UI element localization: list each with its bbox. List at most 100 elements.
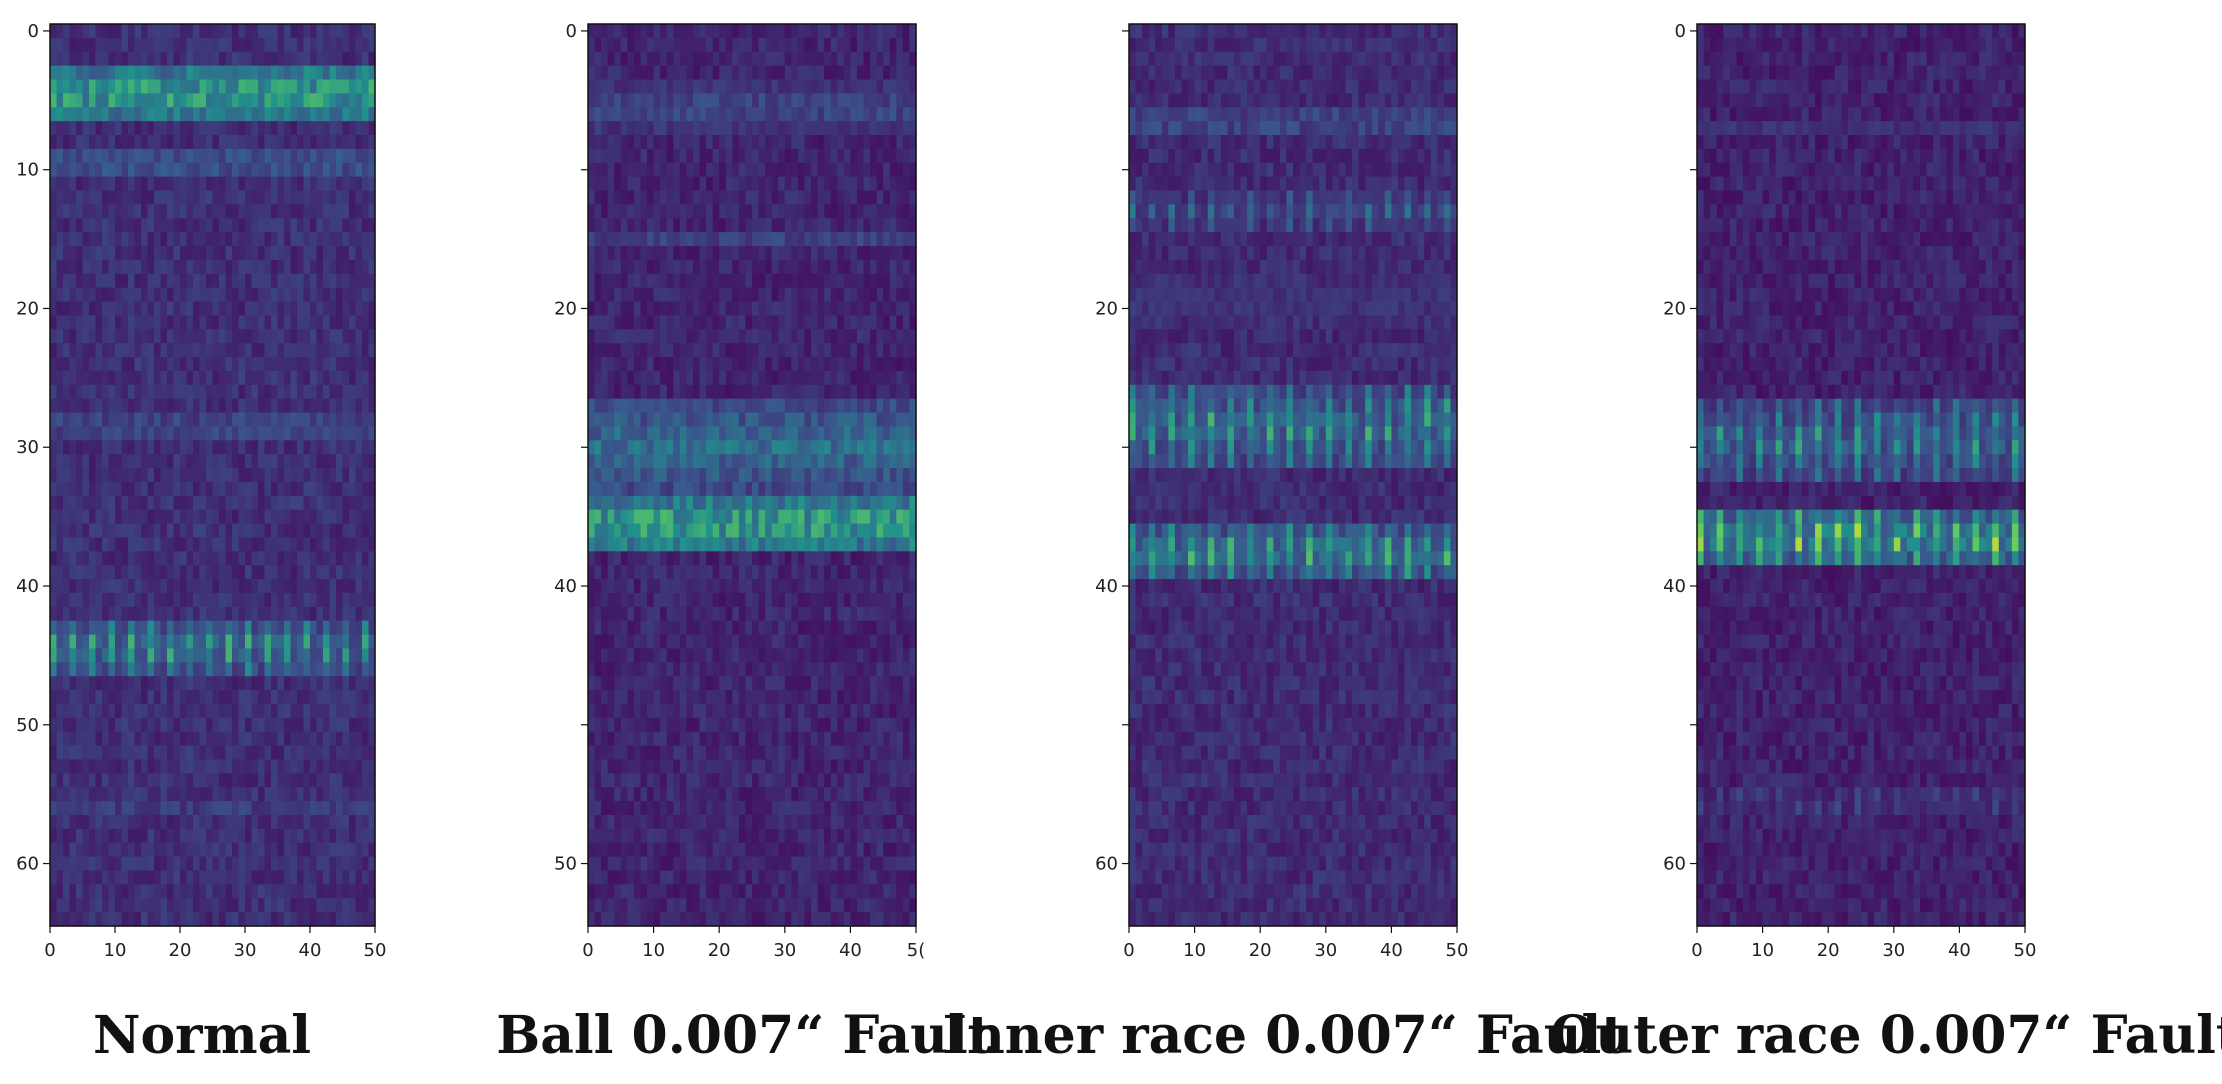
heatmap-cell — [594, 301, 602, 317]
heatmap-cell — [264, 246, 272, 261]
heatmap-cell — [186, 121, 194, 136]
heatmap-cell — [883, 273, 891, 289]
heatmap-cell — [115, 329, 123, 344]
heatmap-cell — [712, 454, 720, 469]
heatmap-cell — [316, 232, 324, 247]
heatmap-cell — [889, 398, 897, 414]
heatmap-cell — [160, 301, 168, 317]
heatmap-cell — [889, 148, 897, 164]
heatmap-cell — [633, 329, 642, 344]
heatmap-cell — [271, 370, 279, 386]
heatmap-cell — [706, 135, 714, 150]
heatmap-cell — [824, 176, 832, 192]
heatmap-cell — [271, 634, 279, 650]
heatmap-cell — [830, 190, 838, 205]
heatmap-cell — [89, 717, 97, 733]
heatmap-cell — [627, 93, 635, 108]
heatmap-cell — [889, 24, 897, 39]
heatmap-cell — [232, 690, 240, 705]
heatmap-cell — [614, 232, 622, 247]
heatmap-cell — [738, 218, 747, 233]
heatmap-cell — [69, 634, 77, 650]
heatmap-cell — [686, 93, 694, 108]
heatmap-cell — [284, 204, 292, 219]
heatmap-cell — [121, 135, 129, 150]
heatmap-cell — [258, 107, 266, 122]
heatmap-cell — [232, 412, 240, 428]
heatmap-cell — [719, 162, 727, 178]
heatmap-cell — [238, 523, 246, 539]
heatmap-cell — [673, 412, 681, 428]
heatmap-cell — [238, 301, 246, 317]
heatmap-cell — [251, 218, 259, 233]
heatmap-cell — [56, 745, 64, 761]
heatmap-cell — [219, 592, 227, 608]
heatmap-cell — [264, 898, 272, 913]
heatmap-cell — [154, 565, 162, 580]
heatmap-cell — [765, 357, 773, 372]
heatmap-cell — [56, 814, 64, 830]
heatmap-cell — [95, 842, 103, 858]
heatmap-cell — [290, 329, 298, 344]
heatmap-cell — [362, 440, 370, 455]
heatmap-cell — [310, 773, 318, 788]
heatmap-cell — [588, 24, 596, 39]
heatmap-cell — [303, 814, 311, 830]
heatmap-cell — [108, 398, 116, 414]
heatmap-cell — [63, 65, 71, 81]
heatmap-cell — [82, 176, 90, 192]
heatmap-cell — [349, 814, 357, 830]
heatmap-cell — [284, 801, 292, 816]
heatmap-cell — [725, 51, 733, 67]
heatmap-cell — [850, 357, 858, 372]
heatmap-cell — [349, 218, 357, 233]
heatmap-cell — [627, 232, 635, 247]
heatmap-cell — [329, 870, 337, 885]
heatmap-cell — [258, 690, 266, 705]
heatmap-cell — [290, 384, 298, 400]
heatmap-cell — [588, 481, 596, 497]
heatmap-cell — [271, 343, 279, 358]
heatmap-cell — [50, 551, 58, 566]
heatmap-cell — [297, 509, 305, 525]
heatmap-cell — [368, 51, 376, 67]
heatmap-cell — [712, 93, 720, 108]
heatmap-cell — [102, 273, 110, 289]
heatmap-cell — [745, 65, 753, 81]
heatmap-cell — [50, 301, 58, 317]
heatmap-cell — [765, 481, 773, 497]
heatmap-cell — [82, 246, 90, 261]
heatmap-cell — [225, 703, 233, 719]
heatmap-cell — [870, 162, 878, 178]
heatmap-cell — [633, 370, 642, 386]
heatmap-cell — [277, 579, 285, 594]
heatmap-cell — [193, 343, 201, 358]
heatmap-cell — [889, 426, 897, 441]
heatmap-cell — [627, 384, 635, 400]
heatmap-cell — [679, 37, 687, 53]
heatmap-cell — [290, 121, 298, 136]
heatmap-cell — [620, 370, 628, 386]
heatmap-cell — [817, 93, 825, 108]
heatmap-cell — [719, 481, 727, 497]
heatmap-cell — [902, 162, 911, 178]
heatmap-cell — [76, 190, 84, 205]
heatmap-cell — [271, 690, 279, 705]
heatmap-cell — [303, 537, 311, 552]
heatmap-cell — [837, 148, 845, 164]
heatmap-cell — [102, 537, 110, 552]
heatmap-cell — [316, 357, 324, 372]
heatmap-cell — [316, 690, 324, 705]
heatmap-cell — [830, 107, 838, 122]
heatmap-cell — [863, 232, 871, 247]
heatmap-cell — [902, 37, 911, 53]
heatmap-cell — [640, 468, 648, 483]
heatmap-cell — [607, 79, 615, 94]
heatmap-cell — [154, 662, 162, 677]
heatmap-cell — [323, 190, 331, 205]
heatmap-cell — [797, 37, 806, 53]
heatmap-cell — [349, 468, 357, 483]
heatmap-cell — [102, 135, 110, 150]
heatmap-cell — [329, 273, 337, 289]
heatmap-cell — [719, 301, 727, 317]
